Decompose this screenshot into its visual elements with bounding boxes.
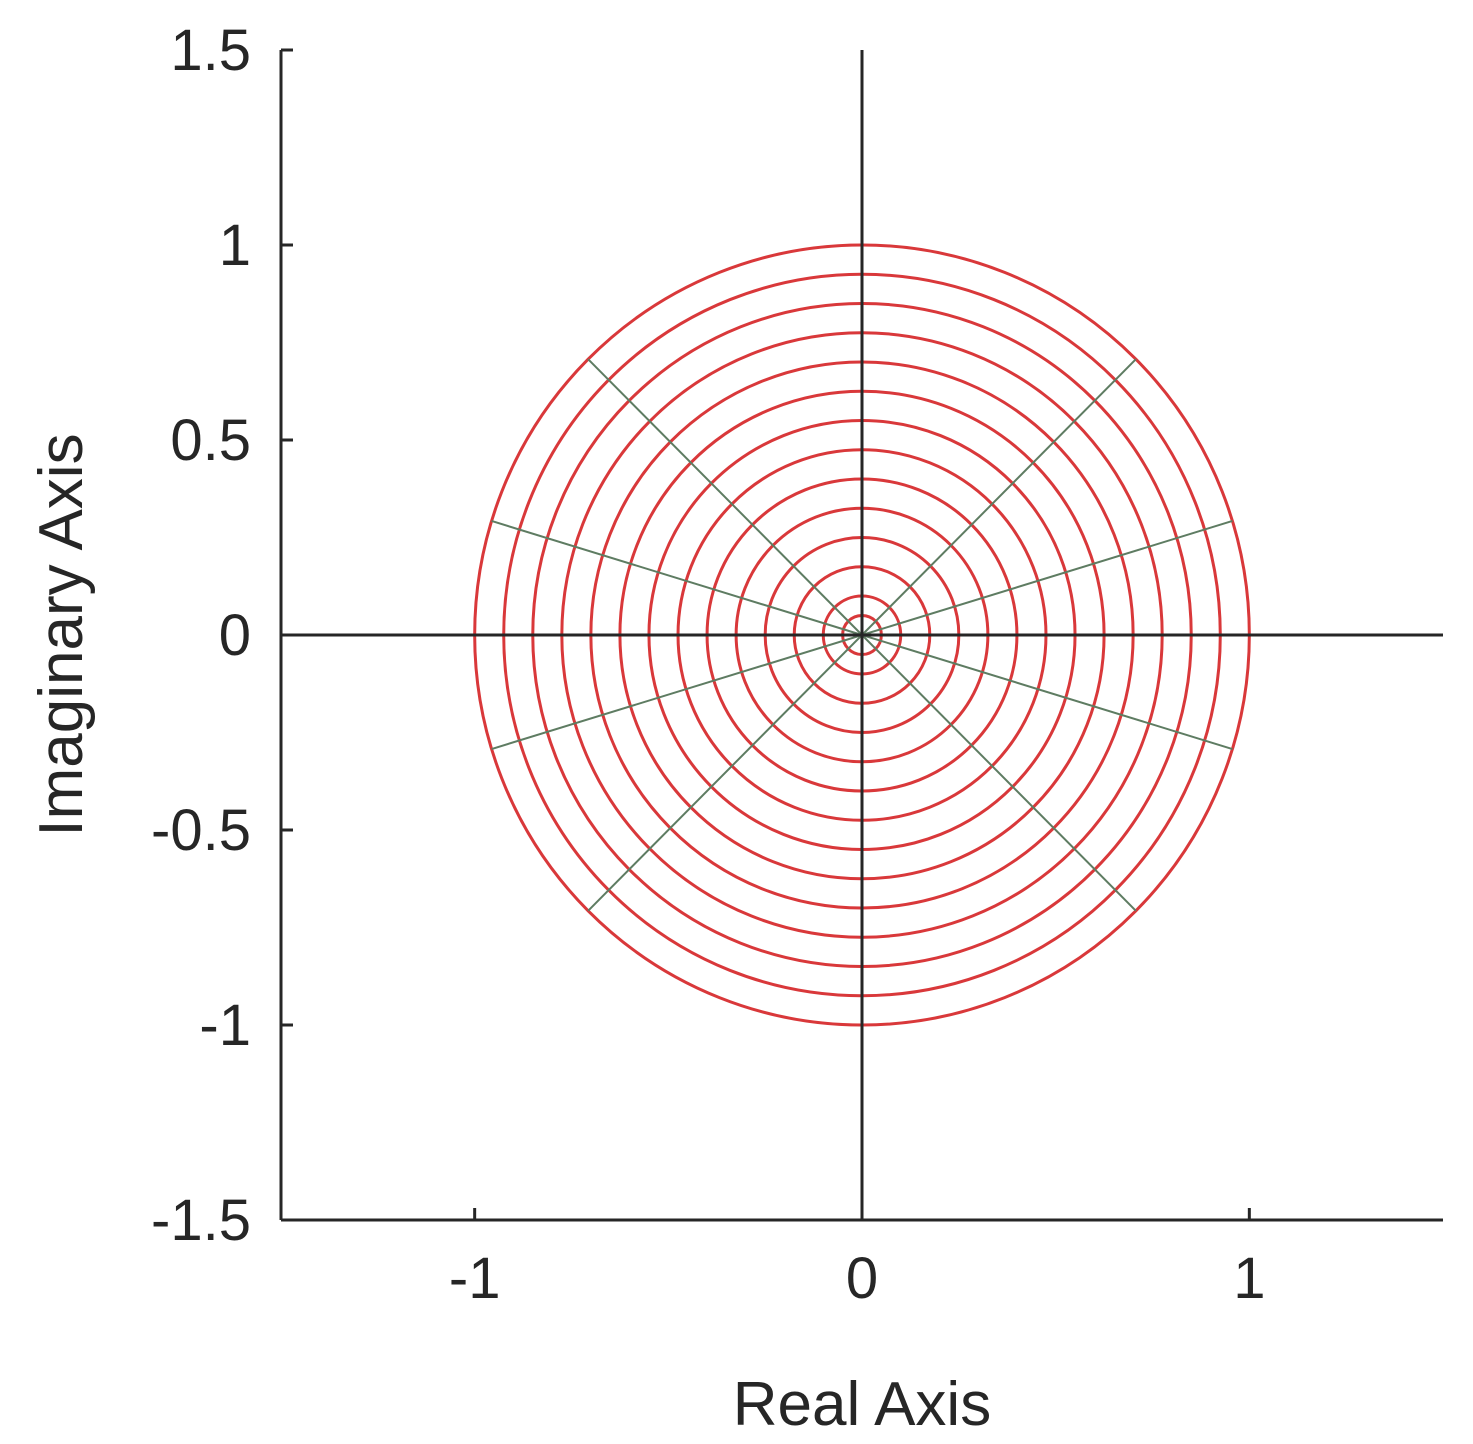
radial-line — [491, 634, 863, 750]
radial-line — [587, 634, 863, 912]
radial-line — [861, 358, 1137, 636]
x-tick-label: -1 — [449, 1246, 501, 1311]
y-tick-label: -1 — [199, 993, 251, 1058]
y-axis-ticks: -1.5 -1 -0.5 0 0.5 1 1.5 — [151, 18, 293, 1253]
radial-line — [861, 520, 1233, 636]
x-axis-ticks: -1 0 1 — [449, 1208, 1265, 1311]
y-tick-label: -0.5 — [151, 798, 251, 863]
radial-line — [861, 634, 1233, 750]
y-tick-label: 0.5 — [170, 408, 251, 473]
radial-line — [587, 358, 863, 636]
x-axis-title: Real Axis — [733, 1370, 991, 1439]
y-tick-label: 1.5 — [170, 18, 251, 83]
x-tick-label: 1 — [1233, 1246, 1265, 1311]
y-tick-label: -1.5 — [151, 1188, 251, 1253]
y-tick-label: 1 — [219, 213, 251, 278]
y-axis-title: Imaginary Axis — [27, 433, 96, 836]
plot-area — [279, 50, 1443, 1222]
x-tick-label: 0 — [846, 1246, 878, 1311]
y-tick-label: 0 — [219, 603, 251, 668]
radial-line — [861, 634, 1137, 912]
radial-line — [491, 520, 863, 636]
